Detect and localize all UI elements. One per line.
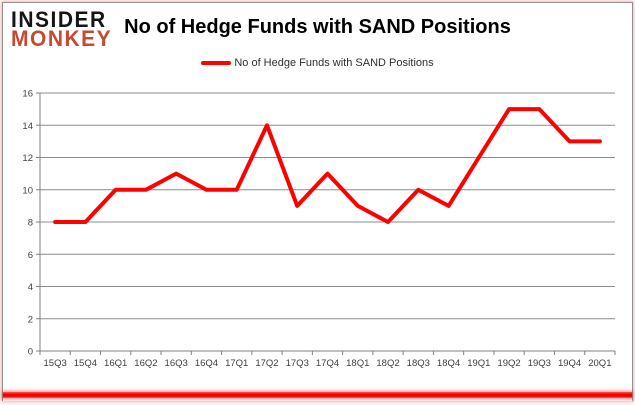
legend-line-marker [201,61,232,65]
logo-text-monkey: MONKEY [11,27,113,52]
y-tick-label: 0 [28,347,33,358]
x-tick-label: 17Q3 [286,358,309,369]
x-tick-label: 16Q1 [104,358,127,369]
logo-text-insider: INSIDER [11,7,107,33]
x-tick-label: 17Q1 [225,358,248,369]
y-tick-label: 14 [22,121,33,132]
x-tick-label: 18Q2 [376,358,399,369]
y-tick-label: 8 [28,218,33,229]
x-tick-label: 18Q4 [437,358,460,369]
x-tick-label: 15Q4 [74,358,97,369]
data-line [53,107,602,224]
y-tick-label: 16 [22,89,33,100]
legend-label: No of Hedge Funds with SAND Positions [234,57,434,69]
x-tick-label: 16Q3 [165,358,188,369]
x-tick-label: 18Q1 [346,358,369,369]
x-tick-label: 18Q3 [407,358,430,369]
y-tick-label: 10 [22,185,33,196]
legend: No of Hedge Funds with SAND Positions [3,55,632,71]
x-tick-label: 19Q2 [497,358,520,369]
chart-widget-frame: INSIDER MONKEY No of Hedge Funds with SA… [2,2,633,401]
insider-monkey-logo: INSIDER MONKEY [11,7,131,52]
x-tick-label: 16Q2 [134,358,157,369]
bottom-red-bar [3,392,632,398]
y-tick-label: 4 [28,282,33,293]
line-chart: 0 2 4 6 8 10 12 14 16 15Q3 15Q4 16Q1 16Q2 16Q3 16Q4 17Q… [22,89,616,369]
y-tick-label: 12 [22,153,33,164]
chart-title: No of Hedge Funds with SAND Positions [124,16,511,38]
x-tick-label: 19Q4 [558,358,581,369]
x-tick-label: 15Q3 [44,358,67,369]
x-tick-label: 19Q3 [528,358,551,369]
x-tick-label: 16Q4 [195,358,218,369]
y-tick-label: 2 [28,314,33,325]
x-tick-label: 17Q2 [255,358,278,369]
x-tick-label: 17Q4 [316,358,339,369]
x-tick-label: 20Q1 [588,358,611,369]
y-tick-label: 6 [28,250,33,261]
x-tick-label: 19Q1 [467,358,490,369]
